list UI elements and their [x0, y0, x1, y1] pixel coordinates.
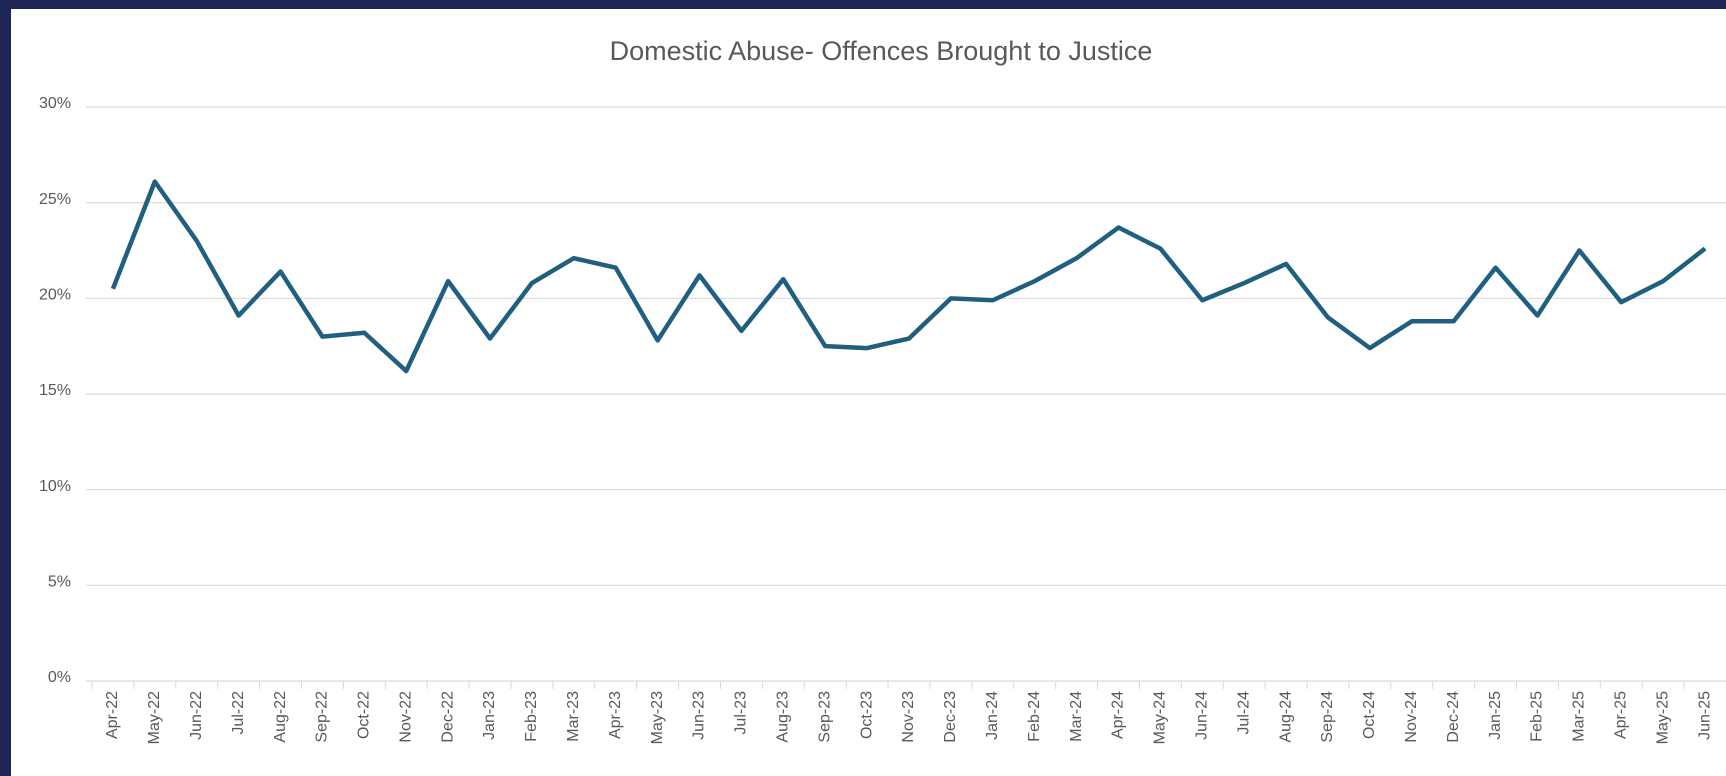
x-tick-label: Feb-24: [1026, 691, 1043, 742]
y-tick-label: 0%: [48, 669, 71, 686]
data-line: [110, 179, 1707, 374]
x-tick-label: Jul-23: [733, 691, 750, 735]
x-tick-label: Nov-23: [900, 691, 917, 743]
y-tick-label: 30%: [39, 95, 71, 112]
x-tick-label: Apr-25: [1612, 691, 1629, 739]
x-tick-label: Aug-23: [775, 691, 792, 743]
x-tick-label: Jun-22: [188, 691, 205, 740]
y-tick-label: 15%: [39, 382, 71, 399]
y-tick-label: 25%: [39, 191, 71, 208]
chart: Domestic Abuse- Offences Brought to Just…: [11, 9, 1726, 776]
x-tick-label: Jan-25: [1487, 691, 1504, 740]
x-tick-label: Jan-23: [481, 691, 498, 740]
x-tick-label: Aug-24: [1277, 691, 1294, 743]
x-tick-label: Dec-23: [942, 691, 959, 743]
x-tick-label: Apr-24: [1110, 691, 1127, 739]
x-tick-label: Jul-24: [1235, 691, 1252, 735]
x-tick-label: Jun-23: [691, 691, 708, 740]
x-tick-label: Feb-23: [523, 691, 540, 742]
x-tick-label: May-25: [1654, 691, 1671, 744]
x-tick-label: Apr-22: [104, 691, 121, 739]
x-tick-label: Jun-24: [1194, 691, 1211, 740]
x-tick-label: Dec-24: [1445, 691, 1462, 743]
x-tick-label: Mar-23: [565, 691, 582, 742]
x-tick-label: Sep-22: [314, 691, 331, 743]
x-tick-label: Dec-22: [439, 691, 456, 743]
x-tick-label: Oct-24: [1361, 691, 1378, 739]
x-tick-label: Aug-22: [272, 691, 289, 743]
x-tick-label: Sep-24: [1319, 691, 1336, 743]
x-tick-label: Mar-25: [1571, 691, 1588, 742]
y-tick-label: 10%: [39, 478, 71, 495]
x-tick-label: Mar-24: [1068, 691, 1085, 742]
x-tick-label: Jan-24: [984, 691, 1001, 740]
x-tick-label: May-22: [146, 691, 163, 744]
x-tick-label: Oct-22: [356, 691, 373, 739]
x-tick-label: Sep-23: [816, 691, 833, 743]
x-tick-label: May-23: [649, 691, 666, 744]
x-tick-label: Nov-24: [1403, 691, 1420, 743]
y-tick-label: 20%: [39, 287, 71, 304]
chart-background: [11, 9, 1726, 776]
x-tick-label: Feb-25: [1529, 691, 1546, 742]
x-tick-label: Jun-25: [1696, 691, 1713, 740]
x-tick-label: May-24: [1152, 691, 1169, 744]
x-tick-label: Oct-23: [858, 691, 875, 739]
chart-title: Domestic Abuse- Offences Brought to Just…: [610, 36, 1153, 66]
y-tick-label: 5%: [48, 574, 71, 591]
x-tick-label: Jul-22: [230, 691, 247, 735]
x-tick-label: Nov-22: [397, 691, 414, 743]
x-tick-label: Apr-23: [607, 691, 624, 739]
